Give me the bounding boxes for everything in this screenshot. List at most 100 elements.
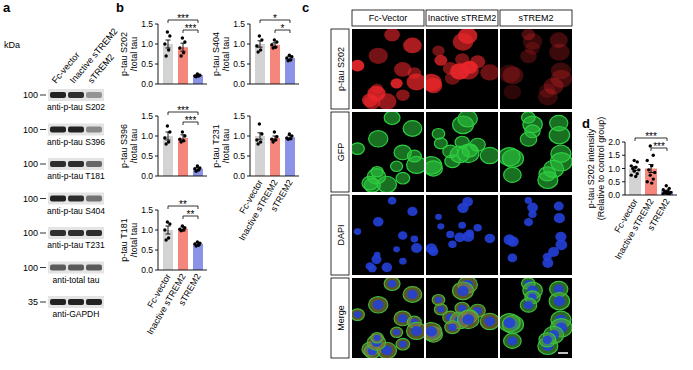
blot-band <box>86 265 102 271</box>
bar-chart: 0.00.51.01.5p-tau T181/total tauFc-vecto… <box>119 199 207 336</box>
data-point <box>256 142 259 145</box>
tile-background <box>352 195 424 275</box>
error-line <box>635 167 636 171</box>
nucleus <box>435 214 442 220</box>
cell-signal <box>384 112 400 125</box>
y-tick <box>622 195 625 196</box>
antibody-label: anti-GAPDH <box>53 309 100 319</box>
error-cap <box>181 51 186 52</box>
data-point <box>649 144 652 147</box>
significance-label: ** <box>187 209 195 220</box>
row-label: DAPI <box>336 224 346 245</box>
data-point <box>166 124 169 127</box>
y-tick-label: 0.5 <box>233 59 245 69</box>
cell-signal <box>453 33 474 51</box>
cell-signal <box>352 309 364 321</box>
bar <box>178 47 188 84</box>
cell-signal <box>504 84 522 99</box>
data-point <box>650 181 653 184</box>
y-axis-label: p-tau T181 <box>119 218 129 261</box>
nucleus <box>446 231 454 238</box>
cell-signal <box>352 309 364 321</box>
nucleus <box>411 326 422 336</box>
error-cap <box>166 132 171 133</box>
kda-label: kDa <box>4 40 20 50</box>
cell-signal <box>371 84 383 94</box>
error-cap <box>288 56 293 57</box>
error-cap <box>166 234 171 235</box>
cell-signal <box>391 78 403 88</box>
error-line <box>260 41 261 47</box>
error-cap <box>196 170 201 171</box>
y-axis-label: /total tau <box>129 223 139 258</box>
error-cap <box>181 141 186 142</box>
blot-band <box>50 161 66 167</box>
y-axis-label: /total tau <box>129 37 139 72</box>
cell-signal <box>391 161 403 171</box>
cell-signal <box>434 55 447 66</box>
cell-signal <box>396 172 410 184</box>
marker-label: 100 <box>23 125 38 135</box>
micrograph-tile <box>352 195 424 275</box>
y-tick-label: 1.5 <box>141 205 153 215</box>
nucleus <box>473 224 481 232</box>
cell-signal <box>520 298 536 312</box>
blot-strip <box>48 227 104 239</box>
marker-label: 100 <box>23 228 38 238</box>
cell-signal <box>500 314 520 332</box>
error-cap <box>649 164 654 165</box>
y-tick-label: 1.5 <box>233 111 245 121</box>
marker-label: 100 <box>23 194 38 204</box>
bar-chart: 0.00.51.01.5p-tau S404/total tau** <box>211 13 299 89</box>
error-line <box>168 132 169 140</box>
cell-signal <box>426 323 442 341</box>
antibody-label: anti-p-tau S396 <box>47 137 105 147</box>
plot-area <box>255 122 295 176</box>
lane-label: Inactive sTREM2 <box>68 26 120 85</box>
error-cap <box>196 74 201 75</box>
error-cap <box>258 40 263 41</box>
data-point <box>178 46 181 49</box>
y-tick-label: 0.5 <box>141 151 153 161</box>
data-point <box>256 50 259 53</box>
bar-chart: 0.00.51.01.52.0p-tau S202 intensity(Rela… <box>586 117 677 262</box>
cell-signal <box>458 61 479 79</box>
column-header-box <box>352 10 424 26</box>
cell-signal <box>480 147 498 163</box>
nucleus <box>437 223 444 229</box>
y-tick <box>155 116 158 117</box>
y-axis-label: p-tau S404 <box>211 32 221 76</box>
y-tick-label: 1.0 <box>141 131 153 141</box>
data-point <box>168 34 171 37</box>
nucleus <box>374 252 381 258</box>
data-point <box>164 142 167 145</box>
error-cap <box>166 40 171 41</box>
nucleus <box>448 323 456 331</box>
cell-signal <box>369 297 388 313</box>
nucleus <box>354 228 362 235</box>
tile-background <box>426 278 498 358</box>
blot-band <box>86 161 102 167</box>
data-point <box>164 54 167 57</box>
y-axis-label: p-tau S396 <box>119 124 129 168</box>
nucleus <box>398 231 407 240</box>
error-bar <box>258 41 263 47</box>
y-tick <box>247 136 250 137</box>
micrograph-tile <box>500 29 572 109</box>
data-point <box>258 122 261 125</box>
error-cap <box>288 138 293 139</box>
plot-area <box>163 220 203 270</box>
bar <box>255 44 265 84</box>
y-tick <box>155 250 158 251</box>
y-axis <box>158 24 159 84</box>
blot-band <box>68 196 84 202</box>
micrograph-tile <box>500 195 572 275</box>
nucleus <box>399 258 406 265</box>
error-bar <box>166 132 171 140</box>
error-cap <box>288 135 293 136</box>
error-line <box>183 43 184 51</box>
error-bar <box>633 167 638 171</box>
y-tick-label: 0.5 <box>608 177 620 187</box>
significance-label: * <box>273 13 277 24</box>
data-point <box>181 130 184 133</box>
